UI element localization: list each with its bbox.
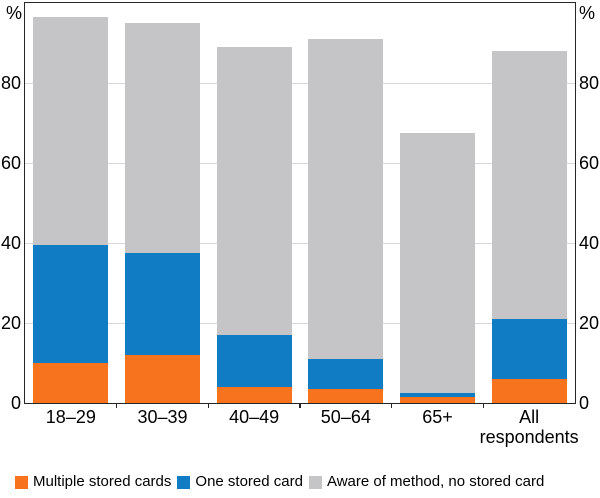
bar-segment-multiple-stored-cards-all-respondents: [491, 379, 567, 403]
bar-segment-aware-of-method-no-stored-card-65: [400, 133, 475, 393]
bar-segment-one-stored-card-18-29: [33, 245, 109, 363]
x-axis-tick: [207, 403, 210, 408]
bar-segment-aware-of-method-no-stored-card-all-respondents: [491, 51, 567, 319]
x-category-label-18-29: 18–29: [45, 407, 96, 427]
legend-swatch-one-stored-card: [177, 475, 191, 489]
plot-area: [24, 2, 576, 408]
x-category-label-65: 65+: [422, 407, 453, 427]
bar-segment-multiple-stored-cards-65: [400, 397, 475, 403]
gridline-40: [25, 242, 575, 244]
legend: Multiple stored cards One stored card Awar…: [15, 473, 550, 491]
y-tick-label-right-80: 80: [579, 73, 600, 93]
x-category-label-50-64: 50–64: [320, 407, 371, 427]
y-axis-unit-left: %: [5, 3, 22, 23]
x-axis-tick: [482, 403, 485, 408]
y-tick-label-right-60: 60: [579, 153, 600, 173]
y-tick-label-right-0: 0: [579, 393, 590, 413]
bar-segment-aware-of-method-no-stored-card-50-64: [308, 39, 384, 359]
legend-item-one-stored-card: One stored card: [177, 473, 303, 491]
x-axis-tick: [390, 403, 393, 408]
y-tick-label-right-20: 20: [579, 313, 600, 333]
bar-segment-one-stored-card-all-respondents: [491, 319, 567, 379]
bar-segment-one-stored-card-40-49: [216, 335, 292, 387]
bar-segment-one-stored-card-30-39: [125, 253, 200, 355]
legend-item-aware-of-method-no-stored-card: Aware of method, no stored card: [308, 473, 545, 491]
y-tick-label-left-80: 80: [0, 73, 21, 93]
y-tick-label-left-0: 0: [10, 393, 21, 413]
y-tick-label-left-20: 20: [0, 313, 21, 333]
gridline-20: [25, 322, 575, 324]
bar-segment-multiple-stored-cards-40-49: [216, 387, 292, 403]
y-tick-label-left-40: 40: [0, 233, 21, 253]
legend-swatch-multiple-stored-cards: [15, 475, 28, 489]
x-axis-tick: [115, 403, 118, 408]
legend-label: Aware of method, no stored card: [326, 473, 545, 490]
bar-segment-aware-of-method-no-stored-card-18-29: [33, 17, 109, 245]
legend-label: One stored card: [195, 473, 303, 490]
x-axis-tick: [299, 403, 301, 408]
x-category-label-40-49: 40–49: [229, 407, 280, 427]
bar-segment-multiple-stored-cards-50-64: [308, 389, 384, 403]
y-axis-unit-right: %: [579, 3, 596, 23]
gridline-60: [25, 162, 575, 164]
bar-segment-multiple-stored-cards-30-39: [125, 355, 200, 403]
legend-swatch-aware-of-method-no-stored-card: [308, 475, 322, 489]
bar-segment-one-stored-card-65: [400, 393, 475, 397]
y-tick-label-right-40: 40: [579, 233, 600, 253]
bar-segment-one-stored-card-50-64: [308, 359, 384, 389]
bar-segment-aware-of-method-no-stored-card-40-49: [216, 47, 292, 335]
bar-segment-multiple-stored-cards-18-29: [33, 363, 109, 403]
x-category-label-all-respondents: All respondents: [479, 407, 579, 447]
legend-label: Multiple stored cards: [33, 473, 172, 490]
gridline-80: [25, 82, 575, 84]
x-category-label-30-39: 30–39: [137, 407, 188, 427]
bar-segment-aware-of-method-no-stored-card-30-39: [125, 23, 200, 253]
y-tick-label-left-60: 60: [0, 153, 21, 173]
legend-item-multiple-stored-cards: Multiple stored cards: [15, 473, 171, 491]
